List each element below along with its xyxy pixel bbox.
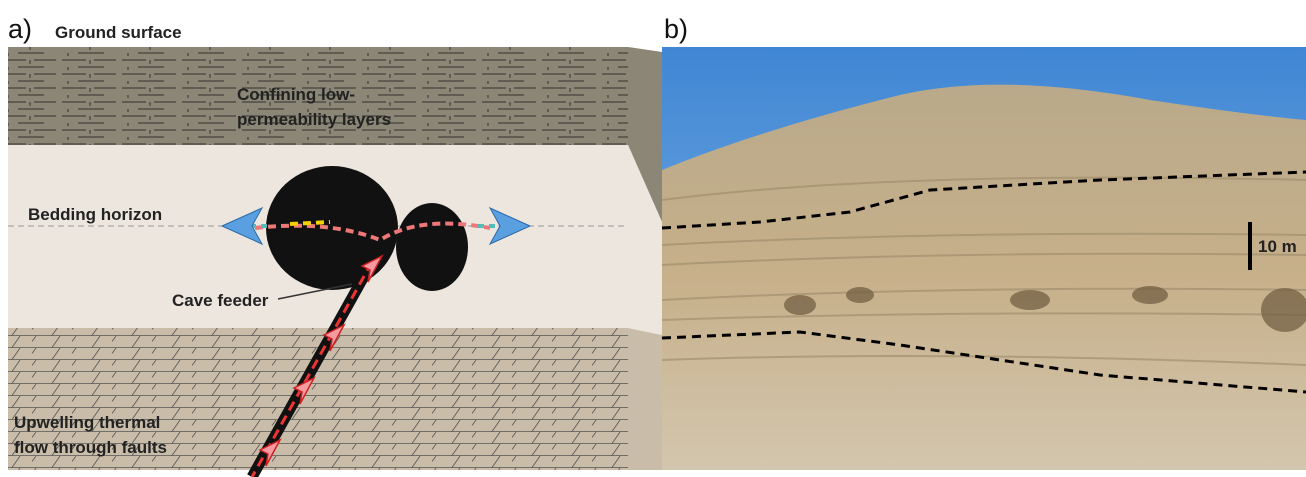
panel-label: b): [664, 14, 688, 44]
figure: a) Ground surface Confining low- permeab…: [0, 0, 1306, 477]
cave: [266, 166, 398, 290]
panel-a: a) Ground surface Confining low- permeab…: [8, 14, 662, 477]
label: flow through faults: [14, 438, 167, 457]
cave: [396, 203, 468, 291]
panel-label: a): [8, 14, 32, 44]
scale-label: 10 m: [1258, 237, 1297, 256]
label: Ground surface: [55, 23, 182, 42]
label: permeability layers: [237, 110, 391, 129]
label: Confining low-: [237, 85, 355, 104]
label: Cave feeder: [172, 291, 269, 310]
panel-b: b) 10 m: [662, 14, 1306, 470]
connector: [628, 328, 662, 470]
label: Upwelling thermal: [14, 413, 160, 432]
photo-hill: [662, 85, 1306, 470]
label: Bedding horizon: [28, 205, 162, 224]
